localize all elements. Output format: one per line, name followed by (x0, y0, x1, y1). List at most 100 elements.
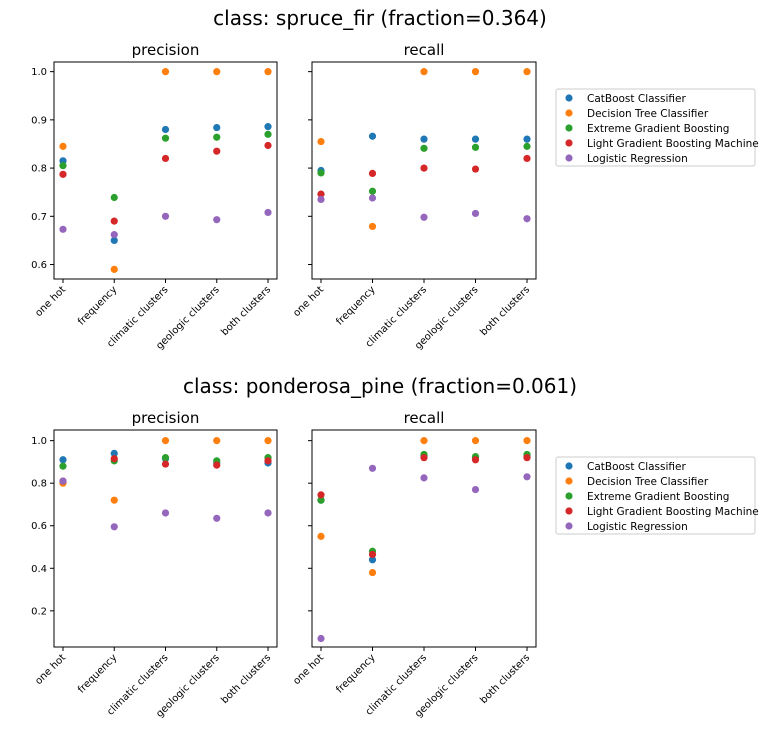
data-point (471, 437, 480, 445)
data-point (317, 195, 325, 204)
y-tick-label: 1.0 (31, 436, 47, 447)
legend-label: Light Gradient Boosting Machine (587, 138, 759, 150)
data-point (213, 123, 221, 132)
legend-label: Extreme Gradient Boosting (587, 123, 729, 135)
y-tick-label: 0.9 (31, 115, 47, 126)
plot-frame (53, 61, 278, 280)
data-point (368, 194, 377, 202)
data-point (110, 449, 118, 458)
legend-label: Logistic Regression (587, 521, 688, 533)
data-point (368, 169, 377, 177)
data-point (368, 556, 377, 564)
data-point (161, 454, 170, 462)
data-point (523, 454, 531, 462)
legend-frame (555, 456, 756, 535)
legend-label: Logistic Regression (587, 153, 688, 165)
legend-label: CatBoost Classifier (587, 461, 686, 473)
x-tick-label: frequency (334, 652, 377, 695)
data-point (471, 135, 480, 143)
legend: CatBoost Classifier Decision Tree Classif… (555, 88, 759, 167)
legend-marker (565, 139, 573, 147)
data-point (317, 634, 325, 643)
data-point (368, 568, 377, 577)
figure-title: class: ponderosa_pine (fraction=0.061) (183, 374, 577, 398)
data-point (317, 190, 325, 198)
y-tick-label: 0.6 (31, 260, 47, 271)
x-tick-label: one hot (291, 652, 326, 687)
data-point (161, 68, 170, 76)
x-tick-label: frequency (76, 284, 119, 327)
y-tick-label: 0.2 (31, 606, 47, 617)
data-point (523, 154, 531, 163)
data-point (161, 154, 170, 163)
data-point (110, 455, 118, 463)
data-point (264, 130, 272, 138)
data-point (317, 496, 325, 504)
data-point (110, 217, 118, 225)
data-point (420, 437, 428, 445)
legend-marker (565, 477, 573, 485)
data-point (264, 141, 272, 150)
data-point (213, 461, 221, 469)
data-point (59, 142, 67, 150)
legend-marker (565, 124, 573, 132)
data-point (471, 68, 480, 76)
panel-title: precision (132, 41, 200, 59)
data-point (110, 236, 118, 245)
legend-marker (565, 94, 573, 102)
panel-title: recall (404, 41, 445, 59)
legend-marker (565, 507, 573, 515)
legend-marker (565, 109, 573, 117)
data-point (317, 532, 325, 540)
data-point (264, 509, 272, 517)
legend-marker (565, 492, 573, 500)
plot-frame (311, 429, 537, 648)
legend-label: Light Gradient Boosting Machine (587, 506, 759, 518)
data-point (471, 456, 480, 464)
data-point (420, 213, 428, 221)
data-point (420, 68, 428, 76)
legend-label: CatBoost Classifier (587, 93, 686, 105)
x-tick-label: both clusters (219, 652, 273, 706)
data-point (523, 68, 531, 76)
data-point (110, 231, 118, 239)
panel-title: recall (404, 409, 445, 427)
data-point (213, 133, 221, 141)
data-point (213, 437, 221, 445)
data-point (161, 509, 170, 517)
data-point (420, 454, 428, 462)
data-point (161, 212, 170, 220)
data-point (59, 477, 67, 485)
data-point (161, 125, 170, 134)
legend: CatBoost Classifier Decision Tree Classif… (555, 456, 759, 535)
figure-title: class: spruce_fir (fraction=0.364) (213, 6, 547, 30)
legend-label: Decision Tree Classifier (587, 476, 709, 488)
data-point (471, 143, 480, 151)
data-point (368, 132, 377, 140)
data-point (420, 474, 428, 482)
figure-group-0: class: spruce_fir (fraction=0.364) precis… (31, 6, 759, 352)
panel-title: precision (132, 409, 200, 427)
data-point (523, 437, 531, 445)
legend-marker (565, 522, 573, 530)
data-point (368, 464, 377, 472)
legend-label: Decision Tree Classifier (587, 108, 709, 120)
data-point (368, 222, 377, 231)
data-point (110, 193, 118, 202)
data-point (59, 462, 67, 470)
data-point (213, 147, 221, 155)
x-tick-label: both clusters (478, 284, 532, 338)
data-point (59, 225, 67, 233)
data-point (59, 456, 67, 464)
data-point (420, 135, 428, 143)
data-point (420, 144, 428, 152)
data-point (317, 137, 325, 146)
x-tick-label: frequency (334, 284, 377, 327)
data-point (264, 123, 272, 131)
data-point (420, 164, 428, 172)
data-point (161, 460, 170, 468)
data-point (471, 485, 480, 494)
figure-group-1: class: ponderosa_pine (fraction=0.061) pr… (31, 374, 759, 720)
y-tick-label: 0.4 (31, 564, 47, 575)
